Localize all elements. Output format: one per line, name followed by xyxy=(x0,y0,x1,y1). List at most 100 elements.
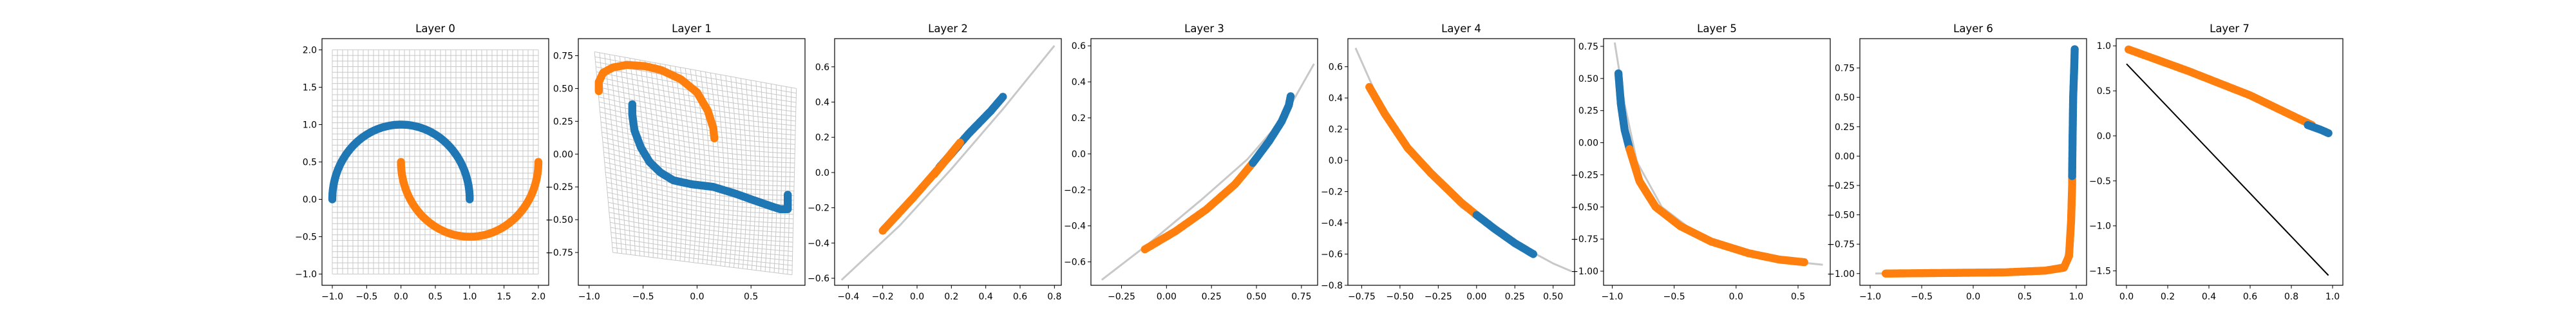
grid-line xyxy=(740,78,748,269)
grid-line xyxy=(603,146,795,178)
series-class1 xyxy=(1365,82,1481,220)
data-point xyxy=(1529,250,1537,258)
series-class1 xyxy=(1881,172,2076,278)
chart-title: Layer 4 xyxy=(1441,23,1481,35)
grid-line xyxy=(611,232,793,257)
y-tick-label: −0.2 xyxy=(1064,185,1086,196)
subplot-4: Layer 4 −0.75 −0.50 −0.25 0.00 0.25 0.50 −0.8 −0… xyxy=(1321,23,1575,302)
subplot-2: Layer 2 −0.4 −0.2 0.0 0.2 0.4 0.6 0.8 −0.6 −0.4 −0… xyxy=(808,23,1062,302)
series-class0 xyxy=(1249,92,1295,167)
grid-line xyxy=(654,62,668,260)
y-tick-label: 0.00 xyxy=(1578,138,1598,149)
y-tick-label: 0.2 xyxy=(1072,113,1086,124)
y-tick-label: 0.4 xyxy=(815,97,829,108)
grid-line xyxy=(760,82,765,271)
y-tick-label: −0.75 xyxy=(545,248,573,258)
x-tick-label: −1.0 xyxy=(321,292,343,302)
x-tick-label: −0.4 xyxy=(837,292,859,302)
subplot-3: Layer 3 −0.25 0.00 0.25 0.50 0.75 −0.6 −0.4 −0.2… xyxy=(1064,23,1318,302)
plot-area xyxy=(840,44,1056,281)
chart-title: Layer 2 xyxy=(928,23,968,35)
y-tick-label: −0.5 xyxy=(2089,176,2111,187)
x-tick-label: 0.00 xyxy=(1157,292,1177,302)
y-tick-label: 1.5 xyxy=(303,82,317,93)
grid-line xyxy=(612,247,793,270)
x-tick-label: 0.25 xyxy=(1505,292,1525,302)
grid-line xyxy=(612,242,793,266)
grid-line xyxy=(602,142,795,173)
plot-area xyxy=(1613,42,1823,267)
series-class0 xyxy=(2304,121,2333,137)
grid-line xyxy=(607,187,794,215)
x-tick-label: −0.5 xyxy=(632,292,654,302)
y-tick-label: 2.0 xyxy=(303,45,317,55)
x-tick-label: 1.0 xyxy=(2325,292,2340,302)
y-tick-label: −0.50 xyxy=(1827,211,1855,221)
grid-line xyxy=(735,77,743,269)
x-tick-label: 1.0 xyxy=(2069,292,2083,302)
plot-area xyxy=(1101,63,1315,281)
data-point xyxy=(784,191,792,199)
y-tick-label: 0.25 xyxy=(1835,122,1855,133)
data-point xyxy=(328,195,337,204)
data-point xyxy=(2324,129,2333,137)
y-tick-label: 0.0 xyxy=(2097,131,2111,142)
x-tick-label: −0.5 xyxy=(355,292,377,302)
data-point xyxy=(1800,258,1808,267)
grid-mesh xyxy=(1354,47,1572,272)
grid-line xyxy=(715,73,725,266)
x-tick-label: 0.0 xyxy=(910,292,924,302)
axes-frame xyxy=(578,38,806,286)
grid-line xyxy=(787,87,792,274)
x-tick-label: 0.75 xyxy=(1291,292,1311,302)
plot-area xyxy=(2125,45,2333,276)
x-tick-label: 0.00 xyxy=(1466,292,1486,302)
series-class1 xyxy=(397,158,543,241)
x-tick-label: −1.0 xyxy=(1601,292,1623,302)
axes-frame xyxy=(2116,38,2344,286)
x-tick-label: −0.2 xyxy=(872,292,894,302)
y-tick-label: 0.50 xyxy=(553,84,573,94)
data-point xyxy=(534,158,543,166)
x-tick-label: −1.0 xyxy=(578,292,600,302)
grid-line xyxy=(745,79,752,270)
grid-line xyxy=(607,192,793,220)
subplot-1: Layer 1 −1.0 −0.5 0.0 0.5 −0.75 −0.50 −0.25 0.00… xyxy=(545,23,806,302)
data-point xyxy=(2070,45,2079,53)
grid-line xyxy=(603,151,795,182)
y-tick-label: 0.75 xyxy=(1578,42,1598,52)
y-tick-label: −0.50 xyxy=(545,215,573,225)
chart-title: Layer 5 xyxy=(1697,23,1737,35)
y-tick-label: −0.6 xyxy=(1064,258,1086,268)
grid-line xyxy=(710,73,721,266)
y-tick-label: 0.5 xyxy=(303,158,317,168)
plot-area xyxy=(1875,45,2079,278)
y-tick-label: −0.2 xyxy=(1321,187,1343,198)
y-tick-label: 0.25 xyxy=(1578,106,1598,117)
grid-line xyxy=(605,171,794,201)
data-point xyxy=(999,93,1007,101)
grid-mesh xyxy=(1613,42,1823,266)
grid-line xyxy=(778,86,782,274)
series-class1 xyxy=(1141,158,1257,254)
chart-title: Layer 1 xyxy=(672,23,712,35)
grid-line xyxy=(603,156,795,187)
grid-line xyxy=(611,227,793,252)
x-tick-label: 0.0 xyxy=(1729,292,1743,302)
x-tick-label: 0.0 xyxy=(690,292,704,302)
series-class0 xyxy=(1614,69,1634,153)
y-tick-label: 0.50 xyxy=(1835,93,1855,103)
y-tick-label: 0.75 xyxy=(1835,64,1855,74)
axes-frame xyxy=(834,38,1062,286)
grid-line xyxy=(609,217,793,243)
grid-mesh xyxy=(332,49,539,275)
grid-line xyxy=(610,222,793,247)
x-tick-label: 0.5 xyxy=(1791,292,1805,302)
grid-line xyxy=(624,57,640,256)
y-tick-label: −0.75 xyxy=(1827,240,1855,250)
x-tick-label: −0.5 xyxy=(1663,292,1685,302)
y-tick-label: 1.0 xyxy=(303,120,317,130)
series-class0 xyxy=(328,120,474,204)
x-tick-label: 1.0 xyxy=(462,292,477,302)
